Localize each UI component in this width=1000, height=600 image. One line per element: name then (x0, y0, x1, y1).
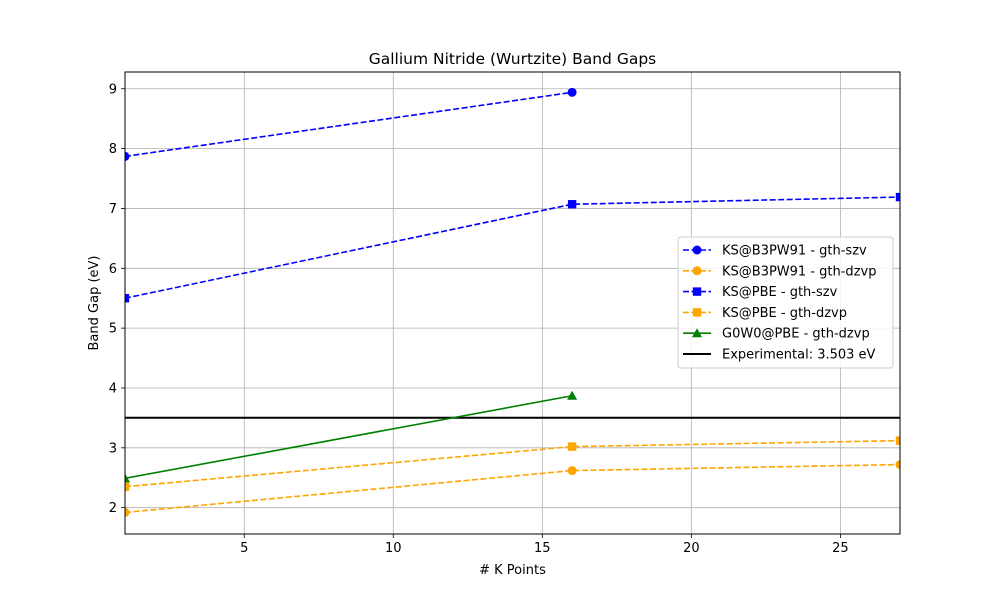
y-tick-label: 9 (109, 82, 117, 97)
legend-marker-5 (692, 328, 702, 338)
legend-label-5: G0W0@PBE - gth-dzvp (722, 327, 870, 342)
y-axis-label: Band Gap (eV) (87, 256, 102, 351)
plot-frame (124, 71, 901, 535)
legend-marker-1 (692, 245, 702, 255)
y-tick-label: 3 (109, 441, 117, 456)
x-tick-label: 10 (385, 541, 402, 556)
series-3-point (895, 192, 900, 202)
series-line-1 (125, 91, 573, 158)
legend-marker-3 (692, 287, 702, 296)
y-tick-label: 6 (109, 262, 117, 277)
series-2-point (125, 507, 130, 517)
series-2-point (895, 460, 900, 470)
y-tick-label: 7 (109, 202, 117, 217)
series-4-point (125, 482, 130, 491)
legend-marker-2 (692, 266, 702, 276)
x-tick-label: 20 (683, 541, 700, 556)
series-3-point (125, 294, 130, 303)
y-tick-label: 5 (109, 322, 117, 337)
x-tick-label: 25 (832, 541, 849, 556)
series-3-point (567, 200, 577, 209)
series-line-5 (125, 394, 573, 480)
series-5-point (125, 473, 130, 483)
series-4-point (895, 436, 900, 445)
y-tick-label: 2 (109, 501, 117, 516)
y-tick-label: 8 (109, 142, 117, 157)
chart-title: Gallium Nitride (Wurtzite) Band Gaps (369, 50, 657, 68)
legend-label-4: KS@PBE - gth-dzvp (722, 306, 847, 321)
legend: KS@B3PW91 - gth-szv KS@B3PW91 - gth-dzvp K… (677, 236, 894, 369)
series-2-point (567, 466, 577, 476)
x-axis-label: # K Points (479, 563, 546, 578)
legend-box (677, 236, 894, 369)
series-5-point (567, 390, 578, 400)
legend-label-1: KS@B3PW91 - gth-szv (722, 244, 867, 259)
series-line-3 (125, 196, 900, 299)
x-tick-label: 15 (534, 541, 551, 556)
y-tick-label: 4 (109, 381, 117, 396)
series-line-2 (125, 463, 900, 514)
series-line-4 (125, 439, 900, 488)
legend-label-2: KS@B3PW91 - gth-dzvp (722, 264, 876, 279)
legend-label-6: Experimental: 3.503 eV (722, 348, 876, 363)
legend-marker-4 (692, 308, 702, 317)
ticks: 5 10 15 20 25 2 3 4 5 6 7 8 9 (109, 82, 849, 556)
series-4-point (567, 442, 577, 451)
series-1-point (125, 151, 130, 161)
x-tick-label: 5 (240, 541, 248, 556)
legend-label-3: KS@PBE - gth-szv (722, 285, 838, 300)
series-1-point (567, 87, 577, 97)
series-layer (125, 87, 900, 517)
